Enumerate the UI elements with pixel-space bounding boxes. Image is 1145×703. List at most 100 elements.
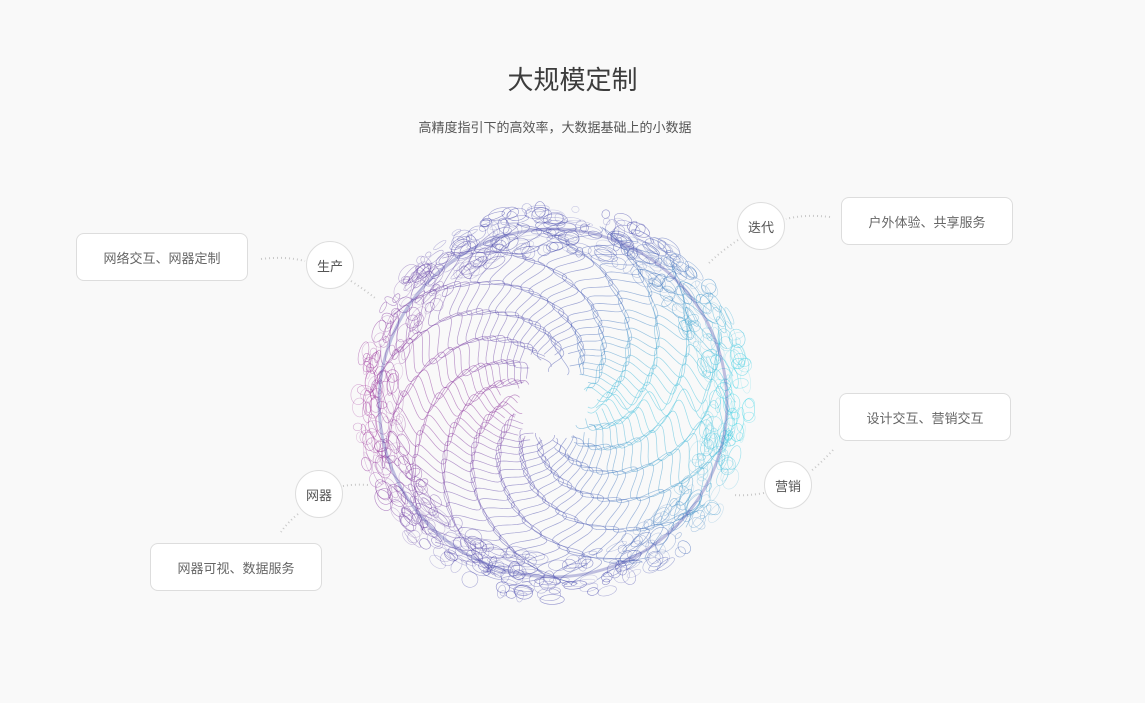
sphere-strand	[434, 432, 534, 551]
sphere-strand	[550, 223, 591, 351]
sphere-rim-loop	[513, 585, 532, 596]
sphere-rim-loop	[610, 228, 619, 240]
sphere-rim-loop	[615, 563, 623, 573]
sphere-rim-loop	[444, 551, 457, 561]
sphere-rim-loop	[482, 566, 492, 576]
sphere-rim-loop	[681, 321, 697, 344]
sphere-rim-loop	[617, 544, 627, 554]
sphere-rim-loop	[489, 561, 514, 574]
sphere-rim-loop	[710, 354, 721, 366]
sphere-rim-loop	[450, 263, 473, 280]
sphere-strand	[417, 437, 524, 531]
sphere-rim-loop	[548, 559, 568, 571]
sphere-rim-loop	[419, 538, 431, 550]
sphere-rim-loop	[362, 361, 371, 373]
sphere-rim-loop	[488, 546, 508, 557]
sphere-rim-loop	[392, 415, 403, 425]
sphere-rim-loop	[391, 348, 399, 360]
sphere-rim-loop	[369, 352, 379, 369]
sphere-rim-loop	[671, 303, 686, 319]
sphere-rim-loop	[407, 264, 426, 284]
sphere-rim-loop	[507, 237, 531, 255]
sphere-rim-loop	[505, 211, 519, 228]
sphere-rim-loop	[730, 343, 747, 368]
sphere-rim-loop	[654, 542, 666, 555]
sphere-rim-loop	[558, 234, 578, 242]
sphere-rim-loop	[677, 540, 691, 554]
sphere-rim-loop	[404, 530, 421, 548]
sphere-rim-loop	[444, 522, 451, 529]
sphere-rim-loop	[468, 262, 487, 277]
production-node[interactable]: 生产	[306, 241, 354, 289]
sphere-rim-loop	[369, 383, 377, 400]
sphere-rim-loop	[497, 584, 506, 599]
sphere-rim-loop	[597, 585, 617, 597]
sphere-strand	[585, 418, 713, 498]
sphere-rim-loop	[726, 407, 739, 427]
sphere-rim-loop	[602, 217, 611, 226]
sphere-rim-loop	[481, 570, 503, 580]
sphere-rim-loop	[466, 240, 480, 249]
sphere-rim-loop	[386, 373, 399, 394]
sphere-rim-loop	[708, 390, 722, 409]
sphere-rim-loop	[700, 438, 714, 457]
sphere-rim-loop	[705, 415, 722, 432]
sphere-rim-loop	[730, 423, 744, 442]
sphere-rim-loop	[448, 516, 463, 532]
sphere-rim-loop	[642, 557, 662, 574]
appliance-node[interactable]: 网器	[295, 470, 343, 518]
sphere-rim-loop	[666, 288, 684, 309]
sphere-rim-loop	[703, 427, 709, 437]
sphere-rim-loop	[665, 253, 680, 268]
sphere-rim-loop	[414, 483, 432, 505]
sphere-strand	[421, 429, 523, 539]
sphere-rim-loop	[443, 532, 462, 549]
sphere-strand	[527, 437, 561, 586]
sphere-rim-loop	[649, 527, 669, 546]
sphere-rim-loop	[371, 461, 385, 485]
sphere-rim-loop	[394, 458, 401, 466]
sphere-rim-loop	[655, 549, 670, 565]
sphere-rim-loop	[534, 577, 561, 586]
sphere-strand	[370, 388, 518, 424]
sphere-rim-loop	[527, 240, 535, 248]
sphere-rim-loop	[451, 228, 462, 236]
sphere-rim-loop	[696, 452, 706, 461]
sphere-rim-loop	[441, 285, 454, 297]
sphere-rim-loop	[632, 521, 649, 535]
sphere-rim-loop	[520, 242, 532, 258]
sphere-strand	[537, 445, 573, 586]
sphere-rim-loop	[716, 449, 729, 471]
sphere-rim-loop	[537, 244, 551, 257]
sphere-rim-loop	[397, 390, 404, 413]
sphere-rim-loop	[453, 537, 477, 556]
iteration-node[interactable]: 迭代	[737, 202, 785, 250]
sphere-rim-loop	[579, 582, 599, 592]
sphere-rim-loop	[453, 262, 465, 272]
sphere-rim-loop	[395, 418, 403, 437]
sphere-rim-loop	[731, 368, 739, 389]
sphere-rim-loop	[475, 246, 498, 262]
sphere-rim-loop	[653, 273, 667, 287]
sphere-rim-loop	[567, 220, 594, 227]
sphere-rim-loop	[654, 257, 663, 266]
sphere-rim-loop	[669, 253, 690, 272]
sphere-rim-loop	[375, 412, 390, 435]
sphere-rim-loop	[372, 388, 382, 398]
sphere-rim-loop	[365, 428, 382, 453]
sphere-rim-loop	[643, 519, 655, 531]
sphere-rim-loop	[702, 399, 709, 415]
sphere-rim-loop	[431, 537, 442, 547]
sphere-strand	[511, 224, 552, 361]
sphere-rim-loop	[692, 301, 704, 315]
sphere-strand	[596, 354, 734, 402]
marketing-node[interactable]: 营销	[764, 461, 812, 509]
sphere-rim-loop	[557, 231, 580, 246]
sphere-rim-loop	[364, 369, 379, 393]
sphere-rim-loop	[396, 323, 411, 343]
iteration-description-box: 户外体验、共享服务	[841, 197, 1013, 245]
sphere-rim-loop	[482, 236, 500, 247]
sphere-rim-loop	[610, 226, 620, 242]
sphere-rim-loop	[416, 264, 433, 280]
sphere-strand	[585, 331, 722, 394]
